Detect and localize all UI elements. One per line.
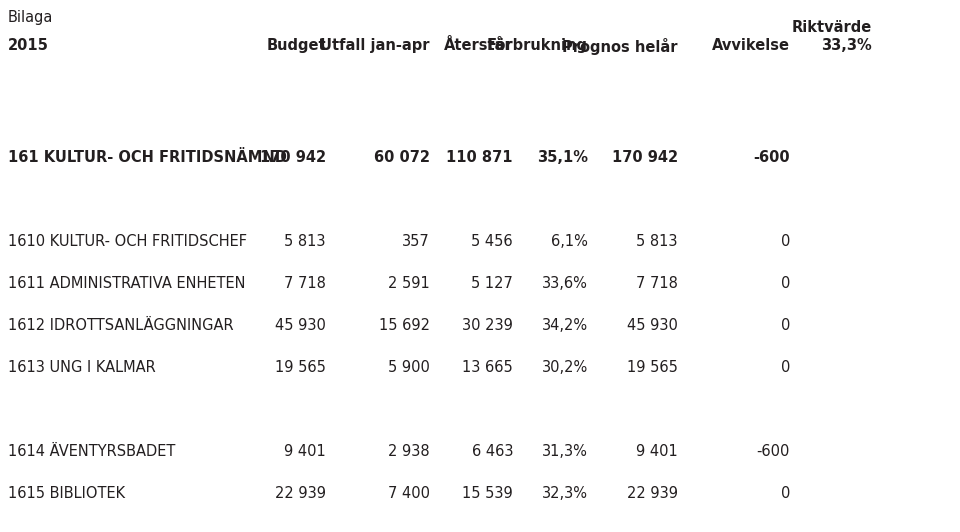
Text: -600: -600 bbox=[756, 444, 790, 459]
Text: 15 692: 15 692 bbox=[379, 318, 430, 333]
Text: -600: -600 bbox=[754, 150, 790, 165]
Text: 357: 357 bbox=[402, 234, 430, 249]
Text: 31,3%: 31,3% bbox=[542, 444, 588, 459]
Text: 6,1%: 6,1% bbox=[551, 234, 588, 249]
Text: 1612 IDROTTSANLÄGGNINGAR: 1612 IDROTTSANLÄGGNINGAR bbox=[8, 318, 233, 333]
Text: 34,2%: 34,2% bbox=[541, 318, 588, 333]
Text: Avvikelse: Avvikelse bbox=[712, 38, 790, 53]
Text: 19 565: 19 565 bbox=[276, 360, 326, 375]
Text: 33,6%: 33,6% bbox=[542, 276, 588, 291]
Text: 5 456: 5 456 bbox=[471, 234, 513, 249]
Text: 6 463: 6 463 bbox=[471, 444, 513, 459]
Text: 5 127: 5 127 bbox=[471, 276, 513, 291]
Text: 1613 UNG I KALMAR: 1613 UNG I KALMAR bbox=[8, 360, 156, 375]
Text: 5 813: 5 813 bbox=[636, 234, 678, 249]
Text: 5 813: 5 813 bbox=[284, 234, 326, 249]
Text: 45 930: 45 930 bbox=[627, 318, 678, 333]
Text: 161 KULTUR- OCH FRITIDSNÄMND: 161 KULTUR- OCH FRITIDSNÄMND bbox=[8, 150, 287, 165]
Text: 15 539: 15 539 bbox=[463, 486, 513, 501]
Text: Riktvärde: Riktvärde bbox=[792, 20, 872, 35]
Text: 1610 KULTUR- OCH FRITIDSCHEF: 1610 KULTUR- OCH FRITIDSCHEF bbox=[8, 234, 247, 249]
Text: 35,1%: 35,1% bbox=[537, 150, 588, 165]
Text: Budget: Budget bbox=[266, 38, 326, 53]
Text: Bilaga: Bilaga bbox=[8, 10, 54, 25]
Text: 1615 BIBLIOTEK: 1615 BIBLIOTEK bbox=[8, 486, 125, 501]
Text: 22 939: 22 939 bbox=[627, 486, 678, 501]
Text: 30,2%: 30,2% bbox=[541, 360, 588, 375]
Text: 0: 0 bbox=[780, 318, 790, 333]
Text: 7 400: 7 400 bbox=[388, 486, 430, 501]
Text: 0: 0 bbox=[780, 360, 790, 375]
Text: 170 942: 170 942 bbox=[612, 150, 678, 165]
Text: 60 072: 60 072 bbox=[374, 150, 430, 165]
Text: 7 718: 7 718 bbox=[284, 276, 326, 291]
Text: 22 939: 22 939 bbox=[275, 486, 326, 501]
Text: 13 665: 13 665 bbox=[463, 360, 513, 375]
Text: 2 591: 2 591 bbox=[388, 276, 430, 291]
Text: 1614 ÄVENTYRSBADET: 1614 ÄVENTYRSBADET bbox=[8, 444, 176, 459]
Text: 45 930: 45 930 bbox=[276, 318, 326, 333]
Text: 0: 0 bbox=[780, 276, 790, 291]
Text: 9 401: 9 401 bbox=[636, 444, 678, 459]
Text: 2015: 2015 bbox=[8, 38, 49, 53]
Text: 7 718: 7 718 bbox=[636, 276, 678, 291]
Text: 0: 0 bbox=[780, 234, 790, 249]
Text: 30 239: 30 239 bbox=[462, 318, 513, 333]
Text: Prognos helår: Prognos helår bbox=[563, 38, 678, 55]
Text: 5 900: 5 900 bbox=[388, 360, 430, 375]
Text: 2 938: 2 938 bbox=[389, 444, 430, 459]
Text: 19 565: 19 565 bbox=[627, 360, 678, 375]
Text: 1611 ADMINISTRATIVA ENHETEN: 1611 ADMINISTRATIVA ENHETEN bbox=[8, 276, 246, 291]
Text: 170 942: 170 942 bbox=[260, 150, 326, 165]
Text: Utfall jan-apr: Utfall jan-apr bbox=[321, 38, 430, 53]
Text: 110 871: 110 871 bbox=[446, 150, 513, 165]
Text: Återstår: Återstår bbox=[444, 38, 513, 53]
Text: 0: 0 bbox=[780, 486, 790, 501]
Text: Förbrukning: Förbrukning bbox=[487, 38, 588, 53]
Text: 33,3%: 33,3% bbox=[821, 38, 872, 53]
Text: 32,3%: 32,3% bbox=[542, 486, 588, 501]
Text: 9 401: 9 401 bbox=[284, 444, 326, 459]
